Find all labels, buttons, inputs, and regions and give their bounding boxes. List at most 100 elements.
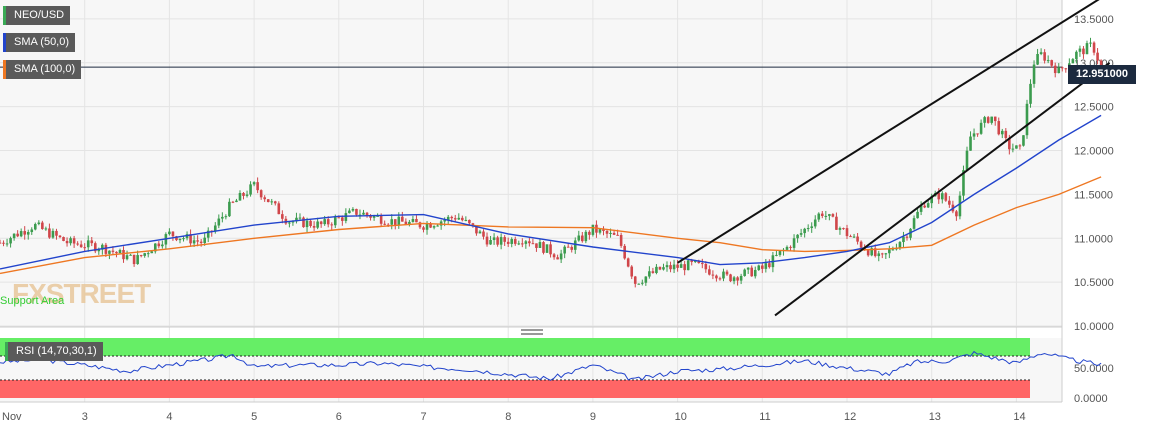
candle-body [803, 228, 806, 234]
candle-body [835, 216, 838, 230]
candle-body [898, 242, 902, 249]
candle-body [655, 266, 658, 273]
pane-resize-handle [521, 329, 543, 331]
candle-body [739, 275, 743, 281]
candle-body [665, 265, 669, 268]
candle-body [538, 242, 542, 248]
candle-body [919, 205, 923, 212]
candle-body [1029, 83, 1032, 104]
candle-body [242, 192, 245, 196]
candle-body [58, 235, 62, 238]
legend-sma50[interactable]: SMA (50,0) [3, 33, 76, 52]
candle-body [503, 237, 506, 242]
candle-body [471, 223, 475, 226]
candle-body [993, 116, 997, 122]
candle-body [916, 211, 919, 219]
candle-body [584, 231, 588, 242]
candle-body [333, 217, 337, 226]
candle-body [979, 122, 983, 134]
candle-body [633, 276, 637, 284]
candle-body [792, 238, 796, 248]
candle-body [12, 233, 16, 239]
candle-body [453, 218, 457, 220]
candle-body [598, 229, 602, 233]
candle-body [499, 237, 503, 245]
candle-body [19, 231, 23, 237]
candle-body [397, 216, 401, 225]
candle-body [273, 201, 277, 204]
candle-body [37, 222, 41, 225]
candle-body [425, 223, 429, 230]
candle-body [902, 236, 905, 243]
x-tick-label: 5 [251, 411, 257, 423]
candle-body [644, 276, 648, 283]
candle-body [715, 275, 718, 279]
rsi-y-tick-label: 50.0000 [1074, 363, 1114, 375]
candle-body [150, 251, 154, 254]
candle-body [852, 236, 856, 238]
candle-body [690, 260, 694, 262]
candle-body [651, 271, 655, 273]
candle-body [955, 211, 958, 217]
candle-body [330, 224, 334, 226]
candle-body [1043, 52, 1046, 61]
candle-body [1085, 43, 1089, 55]
candle-body [785, 246, 789, 250]
candle-body [605, 231, 609, 234]
candle-body [761, 265, 764, 269]
candle-body [168, 231, 171, 235]
candle-body [457, 217, 461, 220]
candle-body [461, 217, 464, 221]
candle-body [344, 213, 348, 221]
candle-body [1053, 65, 1057, 74]
candle-body [570, 246, 574, 250]
candle-body [48, 228, 51, 238]
candle-body [828, 214, 831, 216]
candle-body [485, 236, 489, 245]
current-price-badge: 12.951000 [1068, 65, 1136, 84]
candle-body [577, 235, 581, 241]
candle-body [552, 254, 556, 258]
candle-body [217, 218, 221, 226]
candle-body [1036, 53, 1039, 65]
candle-body [404, 221, 408, 225]
candle-body [623, 245, 626, 259]
candle-body [118, 249, 122, 254]
candle-body [369, 215, 372, 218]
candle-body [545, 244, 549, 253]
candle-body [146, 253, 150, 255]
candle-body [743, 269, 746, 276]
candle-body [870, 248, 874, 256]
candle-body [528, 241, 531, 244]
candle-body [157, 243, 161, 247]
legend-rsi[interactable]: RSI (14,70,30,1) [5, 342, 103, 361]
candle-body [76, 243, 79, 245]
candle-body [291, 221, 295, 223]
candle-body [175, 236, 178, 241]
candle-body [1015, 145, 1018, 149]
candle-body [757, 265, 761, 270]
candle-body [796, 234, 799, 239]
candle-body [341, 217, 344, 221]
candle-body [132, 254, 136, 265]
legend-symbol[interactable]: NEO/USD [3, 6, 71, 25]
candle-body [5, 243, 9, 245]
candle-body [393, 219, 397, 225]
candle-body [415, 219, 418, 223]
legend-sma100[interactable]: SMA (100,0) [3, 60, 82, 79]
sma100-line [0, 176, 1102, 275]
candle-body [937, 192, 941, 200]
candle-body [189, 234, 192, 244]
candle-body [1092, 42, 1096, 53]
candle-body [252, 182, 256, 185]
candle-body [115, 251, 118, 254]
candle-body [1078, 48, 1082, 52]
candle-body [355, 208, 358, 215]
candle-body [676, 264, 679, 268]
candle-body [171, 231, 175, 237]
candle-body [0, 242, 2, 244]
watermark-logo: FXSTREET [12, 278, 151, 309]
candle-body [72, 238, 76, 244]
candle-body [93, 243, 97, 252]
